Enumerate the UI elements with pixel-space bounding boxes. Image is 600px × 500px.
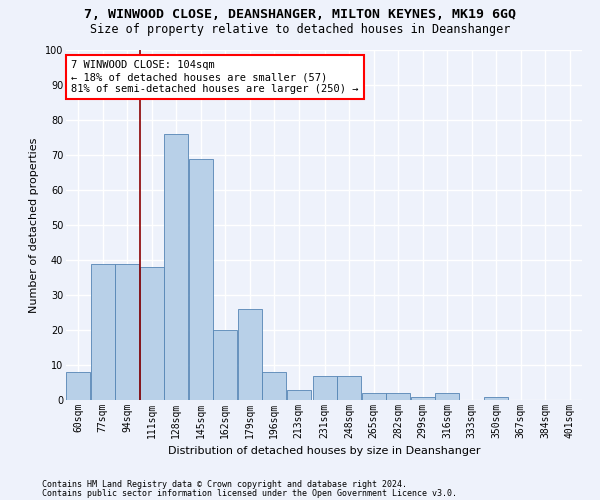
Bar: [238, 309, 262, 400]
Bar: [214, 330, 237, 400]
Bar: [411, 396, 434, 400]
Bar: [91, 264, 115, 400]
Bar: [436, 393, 459, 400]
X-axis label: Distribution of detached houses by size in Deanshanger: Distribution of detached houses by size …: [168, 446, 480, 456]
Text: 7 WINWOOD CLOSE: 104sqm
← 18% of detached houses are smaller (57)
81% of semi-de: 7 WINWOOD CLOSE: 104sqm ← 18% of detache…: [71, 60, 359, 94]
Bar: [337, 376, 361, 400]
Text: Contains public sector information licensed under the Open Government Licence v3: Contains public sector information licen…: [42, 488, 457, 498]
Bar: [189, 158, 212, 400]
Bar: [386, 393, 410, 400]
Bar: [164, 134, 188, 400]
Bar: [262, 372, 286, 400]
Bar: [287, 390, 311, 400]
Text: Contains HM Land Registry data © Crown copyright and database right 2024.: Contains HM Land Registry data © Crown c…: [42, 480, 407, 489]
Bar: [115, 264, 139, 400]
Bar: [484, 396, 508, 400]
Text: 7, WINWOOD CLOSE, DEANSHANGER, MILTON KEYNES, MK19 6GQ: 7, WINWOOD CLOSE, DEANSHANGER, MILTON KE…: [84, 8, 516, 20]
Bar: [313, 376, 337, 400]
Text: Size of property relative to detached houses in Deanshanger: Size of property relative to detached ho…: [90, 22, 510, 36]
Bar: [67, 372, 90, 400]
Bar: [362, 393, 386, 400]
Bar: [140, 267, 164, 400]
Y-axis label: Number of detached properties: Number of detached properties: [29, 138, 39, 312]
